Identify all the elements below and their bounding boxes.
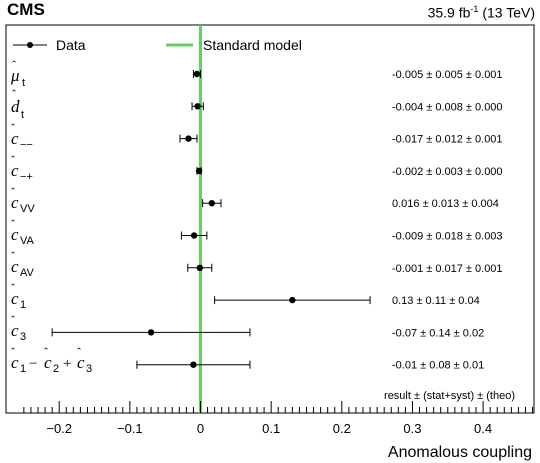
row-label-c-vv: c ˆ VV — [11, 185, 35, 215]
svg-text:c: c — [77, 353, 85, 372]
value-label-1: -0.004 ± 0.008 ± 0.000 — [392, 101, 503, 113]
data-point-7 — [214, 296, 371, 305]
svg-text:c: c — [11, 129, 19, 148]
svg-text:c: c — [11, 321, 19, 340]
svg-text:c: c — [11, 353, 19, 372]
svg-text:c: c — [44, 353, 52, 372]
row-labels: μ ˆ t d ˆ t c ˆ −− c ˆ −+ c ˆ VV c ˆ VA — [10, 58, 92, 375]
svg-text:−+: −+ — [20, 171, 33, 183]
plot-frame — [5, 24, 535, 414]
svg-text:ˆ: ˆ — [11, 313, 15, 327]
value-label-0: -0.005 ± 0.005 ± 0.001 — [392, 69, 503, 81]
row-label-c-1: c ˆ 1 — [11, 281, 26, 311]
row-label-c-minus-plus: c ˆ −+ — [11, 153, 33, 183]
luminosity-base: 35.9 fb — [427, 4, 471, 21]
row-label-c1-c2-c3: c ˆ 1 − c ˆ 2 + c ˆ 3 — [11, 345, 92, 375]
point-marker — [208, 200, 216, 207]
svg-text:t: t — [22, 77, 25, 89]
luminosity-exponent: -1 — [470, 4, 479, 14]
svg-text:ˆ: ˆ — [44, 345, 48, 359]
point-marker — [289, 296, 296, 304]
point-marker — [190, 232, 198, 239]
svg-text:ˆ: ˆ — [77, 345, 81, 359]
svg-text:t: t — [21, 109, 24, 121]
legend: Data Standard model — [13, 37, 302, 53]
data-point-3 — [195, 166, 203, 175]
row-label-c-minus-minus: c ˆ −− — [11, 121, 33, 151]
svg-text:c: c — [11, 289, 19, 308]
svg-text:ˆ: ˆ — [12, 58, 16, 72]
svg-text:AV: AV — [20, 267, 35, 279]
svg-text:1: 1 — [20, 363, 26, 375]
svg-text:−−: −− — [20, 139, 33, 151]
svg-text:−: − — [29, 356, 37, 372]
data-point-9 — [136, 360, 251, 369]
svg-text:ˆ: ˆ — [11, 345, 15, 359]
point-marker — [193, 70, 201, 78]
footnote: result ± (stat+syst) ± (theo) — [384, 390, 515, 402]
svg-text:3: 3 — [86, 363, 92, 375]
x-tick-label: −0.1 — [117, 421, 143, 436]
svg-text:c: c — [11, 257, 19, 276]
svg-text:c: c — [11, 225, 19, 244]
data-point-5 — [180, 231, 208, 240]
svg-text:+: + — [63, 356, 71, 372]
value-label-9: -0.01 ± 0.08 ± 0.01 — [392, 360, 484, 372]
svg-text:ˆ: ˆ — [11, 281, 15, 295]
x-tick-label: 0 — [197, 421, 204, 436]
energy-label: (13 TeV) — [482, 4, 535, 21]
data-point-0 — [192, 70, 201, 78]
svg-text:c: c — [11, 161, 19, 180]
row-label-mu-t: μ ˆ t — [10, 58, 25, 89]
svg-text:1: 1 — [20, 299, 26, 311]
value-label-6: -0.001 ± 0.017 ± 0.001 — [392, 263, 503, 275]
data-point-1 — [191, 102, 204, 111]
x-tick-label: 0.3 — [403, 421, 421, 436]
row-label-c-3: c ˆ 3 — [11, 313, 26, 343]
legend-data-label: Data — [56, 37, 86, 53]
value-label-5: -0.009 ± 0.018 ± 0.003 — [392, 231, 503, 243]
svg-text:ˆ: ˆ — [11, 121, 15, 135]
row-label-c-av: c ˆ AV — [11, 249, 35, 279]
point-marker — [185, 135, 192, 142]
legend-sm-label: Standard model — [203, 37, 302, 53]
row-label-c-va: c ˆ VA — [11, 217, 35, 247]
legend-data-marker — [27, 42, 33, 48]
point-marker — [195, 167, 203, 175]
x-tick-label: 0.2 — [333, 421, 351, 436]
data-point-2 — [179, 134, 198, 143]
svg-text:2: 2 — [53, 363, 59, 375]
x-tick-label: 0.1 — [262, 421, 280, 436]
svg-text:3: 3 — [20, 331, 26, 343]
data-point-8 — [51, 328, 251, 337]
row-label-d-t: d ˆ t — [11, 87, 24, 121]
x-tick-label: −0.2 — [46, 421, 72, 436]
svg-text:ˆ: ˆ — [11, 153, 15, 167]
svg-text:VV: VV — [20, 203, 35, 215]
value-label-8: -0.07 ± 0.14 ± 0.02 — [392, 327, 484, 339]
data-point-6 — [187, 263, 213, 272]
value-label-2: -0.017 ± 0.012 ± 0.001 — [392, 134, 503, 146]
point-marker — [196, 264, 203, 271]
svg-text:μ: μ — [10, 66, 20, 85]
svg-text:ˆ: ˆ — [11, 249, 15, 263]
svg-text:c: c — [11, 193, 19, 212]
point-marker — [190, 361, 197, 368]
point-marker — [194, 103, 201, 110]
experiment-label: CMS — [7, 0, 45, 19]
point-marker — [147, 329, 155, 336]
x-tick-label: 0.4 — [474, 421, 492, 436]
svg-text:d: d — [11, 97, 20, 116]
svg-text:ˆ: ˆ — [11, 217, 15, 231]
x-axis-label: Anomalous coupling — [388, 444, 532, 461]
luminosity-label: 35.9 fb-1 (13 TeV) — [428, 4, 535, 21]
value-label-7: 0.13 ± 0.11 ± 0.04 — [392, 295, 480, 307]
value-label-4: 0.016 ± 0.013 ± 0.004 — [392, 198, 499, 210]
svg-text:ˆ: ˆ — [11, 185, 15, 199]
value-label-3: -0.002 ± 0.003 ± 0.000 — [392, 166, 503, 178]
svg-text:ˆ: ˆ — [12, 87, 16, 101]
data-point-4 — [202, 199, 222, 208]
svg-text:VA: VA — [20, 235, 35, 247]
